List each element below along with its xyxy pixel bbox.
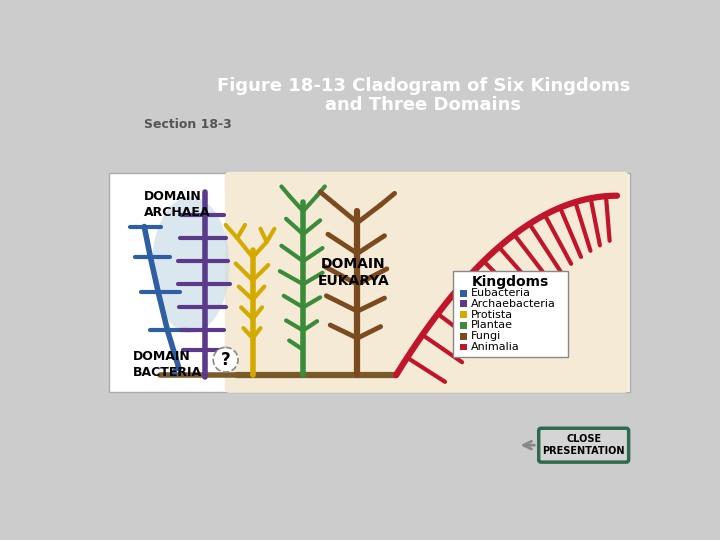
- FancyBboxPatch shape: [461, 300, 467, 307]
- FancyBboxPatch shape: [453, 271, 568, 357]
- Text: Protista: Protista: [472, 309, 513, 320]
- FancyBboxPatch shape: [461, 289, 467, 296]
- Circle shape: [213, 347, 238, 372]
- Text: Animalia: Animalia: [472, 342, 520, 352]
- FancyBboxPatch shape: [109, 173, 630, 392]
- Text: Plantae: Plantae: [472, 320, 513, 330]
- Text: Fungi: Fungi: [472, 331, 502, 341]
- Text: and Three Domains: and Three Domains: [325, 96, 521, 114]
- Ellipse shape: [152, 197, 230, 333]
- FancyBboxPatch shape: [461, 311, 467, 318]
- Text: Archaebacteria: Archaebacteria: [472, 299, 556, 309]
- Text: ?: ?: [221, 350, 230, 369]
- Text: DOMAIN
ARCHAEA: DOMAIN ARCHAEA: [144, 190, 211, 219]
- FancyBboxPatch shape: [461, 333, 467, 340]
- FancyBboxPatch shape: [461, 343, 467, 350]
- Text: CLOSE
PRESENTATION: CLOSE PRESENTATION: [542, 434, 625, 456]
- Text: Figure 18-13 Cladogram of Six Kingdoms: Figure 18-13 Cladogram of Six Kingdoms: [217, 77, 630, 96]
- Text: Kingdoms: Kingdoms: [472, 275, 549, 289]
- Text: Eubacteria: Eubacteria: [472, 288, 531, 298]
- Text: DOMAIN
BACTERIA: DOMAIN BACTERIA: [132, 350, 202, 379]
- FancyBboxPatch shape: [225, 172, 629, 393]
- FancyBboxPatch shape: [539, 428, 629, 462]
- Text: Section 18-3: Section 18-3: [144, 118, 232, 131]
- FancyArrowPatch shape: [523, 441, 534, 449]
- FancyBboxPatch shape: [461, 322, 467, 329]
- Text: DOMAIN
EUKARYA: DOMAIN EUKARYA: [318, 257, 390, 288]
